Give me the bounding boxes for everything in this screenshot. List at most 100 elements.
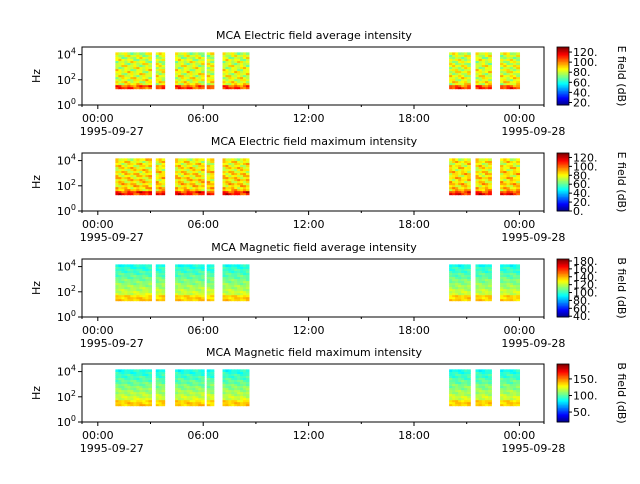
spectrogram-cell (488, 190, 492, 194)
spectrogram-cell (145, 383, 149, 387)
spectrogram-cell (155, 288, 160, 292)
spectrogram-cell (121, 401, 125, 405)
spectrogram-cell (136, 176, 140, 180)
spectrogram-cell (467, 385, 471, 389)
spectrogram-cell (161, 395, 166, 399)
spectrogram-cell (234, 393, 238, 397)
spectrogram-cell (206, 399, 211, 403)
spectrogram-cell (461, 298, 465, 302)
spectrogram-cell (124, 381, 128, 385)
spectrogram-cell (210, 162, 215, 165)
spectrogram-cell (201, 389, 205, 393)
spectrogram-cell (161, 190, 166, 194)
spectrogram-cell (206, 174, 211, 178)
spectrogram-cell (136, 294, 140, 298)
spectrogram-cell (189, 70, 194, 74)
spectrogram-cell (488, 56, 492, 59)
spectrogram-cell (222, 395, 227, 399)
spectrogram-cell (206, 286, 211, 290)
spectrogram-cell (206, 72, 211, 76)
spectrogram-cell (201, 385, 205, 389)
spectrogram-cell (455, 393, 459, 397)
spectrogram-cell (506, 276, 511, 280)
spectrogram-cell (500, 160, 504, 163)
spectrogram-cell (133, 84, 137, 88)
spectrogram-cell (464, 54, 468, 57)
spectrogram-cell (512, 178, 517, 182)
spectrogram-cell (484, 393, 489, 397)
spectrogram-cell (222, 292, 227, 296)
spectrogram-cell (478, 403, 483, 407)
spectrogram-cell (500, 74, 504, 78)
spectrogram-cell (189, 176, 194, 180)
spectrogram-cell (452, 176, 456, 180)
spectrogram-cell (464, 286, 468, 290)
spectrogram-cell (467, 401, 471, 405)
spectrogram-cell (142, 192, 146, 196)
spectrogram-cell (155, 180, 160, 184)
spectrogram-cell (237, 174, 241, 178)
spectrogram-cell (240, 389, 244, 393)
spectrogram-cell (484, 399, 489, 403)
colorbar-segment (557, 293, 569, 296)
spectrogram-cell (127, 290, 131, 294)
spectrogram-cell (449, 401, 453, 405)
spectrogram-cell (145, 373, 149, 376)
colorbar-segment (557, 272, 569, 274)
spectrogram-cell (155, 403, 160, 407)
spectrogram-cell (210, 70, 215, 74)
spectrogram-cell (464, 395, 468, 399)
spectrogram-cell (478, 278, 483, 282)
colorbar-segment (557, 420, 569, 423)
spectrogram-cell (178, 166, 182, 170)
spectrogram-cell (452, 170, 456, 174)
spectrogram-cell (509, 266, 514, 269)
spectrogram-cell (475, 190, 480, 194)
spectrogram-cell (503, 296, 508, 300)
spectrogram-cell (136, 280, 140, 284)
spectrogram-cell (512, 274, 517, 278)
spectrogram-cell (458, 272, 462, 276)
spectrogram-cell (500, 383, 504, 387)
spectrogram-cell (237, 401, 241, 405)
spectrogram-block (222, 158, 250, 196)
spectrogram-cell (509, 54, 514, 57)
spectrogram-cell (245, 172, 250, 176)
spectrogram-cell (127, 371, 131, 374)
spectrogram-cell (183, 266, 188, 269)
colorbar-segment (557, 52, 569, 55)
spectrogram-cell (461, 78, 465, 82)
spectrogram-cell (225, 170, 229, 174)
spectrogram-cell (231, 274, 235, 278)
spectrogram-cell (464, 389, 468, 393)
spectrogram-cell (155, 192, 160, 196)
colorbar-segment (557, 200, 569, 203)
spectrogram-cell (142, 66, 146, 70)
spectrogram-cell (183, 80, 188, 84)
spectrogram-cell (225, 375, 229, 379)
spectrogram-cell (161, 371, 166, 374)
spectrogram-cell (475, 272, 480, 276)
spectrogram-cell (155, 290, 160, 294)
spectrogram-cell (245, 192, 250, 196)
spectrogram-cell (461, 52, 465, 55)
spectrogram-cell (484, 274, 489, 278)
spectrogram-cell (503, 86, 508, 90)
colorbar-segment (557, 315, 569, 318)
spectrogram-cell (121, 84, 125, 88)
colorbar-segment (557, 197, 569, 200)
spectrogram-cell (237, 298, 241, 302)
spectrogram-cell (210, 373, 215, 376)
x-tick-label: 00:00 (82, 324, 114, 337)
spectrogram-cell (206, 184, 211, 188)
spectrogram-cell (139, 84, 143, 88)
spectrogram-cell (145, 397, 149, 401)
spectrogram-cell (461, 290, 465, 294)
spectrogram-cell (189, 60, 194, 64)
spectrogram-cell (237, 280, 241, 284)
spectrogram-cell (512, 56, 517, 59)
spectrogram-cell (145, 385, 149, 389)
spectrogram-cell (234, 290, 238, 294)
spectrogram-cell (130, 170, 134, 174)
spectrogram-cell (139, 190, 143, 194)
